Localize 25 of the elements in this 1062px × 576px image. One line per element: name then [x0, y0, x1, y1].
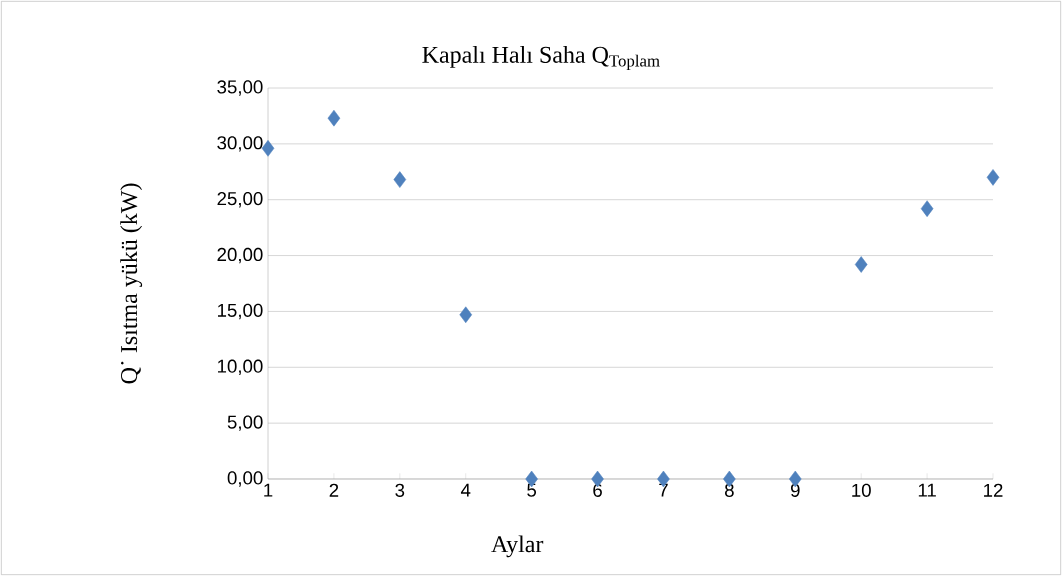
y-tick-label: 10,00 — [218, 359, 263, 375]
x-tick-label: 1 — [264, 483, 273, 497]
point — [854, 256, 868, 273]
y-tick-label: 15,00 — [218, 303, 263, 320]
x-tick-label: 11 — [918, 483, 936, 497]
point — [920, 200, 934, 217]
y-tick-label: 30,00 — [217, 136, 263, 152]
x-tick-label: 4 — [460, 483, 471, 497]
x-tick-label: 3 — [395, 483, 405, 497]
chart-title: Kapalı Halı Saha Q$_{Toplam}$ — [422, 46, 660, 70]
point — [986, 169, 1000, 186]
y-axis-title: Q˙ Isıtma yükü (kW) — [120, 183, 143, 384]
y-tick-label: 5,00 — [227, 415, 263, 431]
point — [393, 171, 407, 188]
x-tick-label: 2 — [329, 483, 339, 497]
point — [327, 109, 341, 127]
point — [459, 306, 472, 324]
y-tick-label: 25,00 — [217, 191, 263, 208]
y-tick-label: 35,00 — [217, 80, 263, 96]
x-tick-label: 10 — [852, 483, 871, 497]
y-tick-label: 20,00 — [217, 247, 263, 264]
x-tick-label: 9 — [790, 483, 800, 497]
x-tick-label: 12 — [984, 483, 1003, 497]
y-tick-label: 0,00 — [227, 471, 263, 487]
x-axis-title: Aylar — [491, 535, 544, 558]
